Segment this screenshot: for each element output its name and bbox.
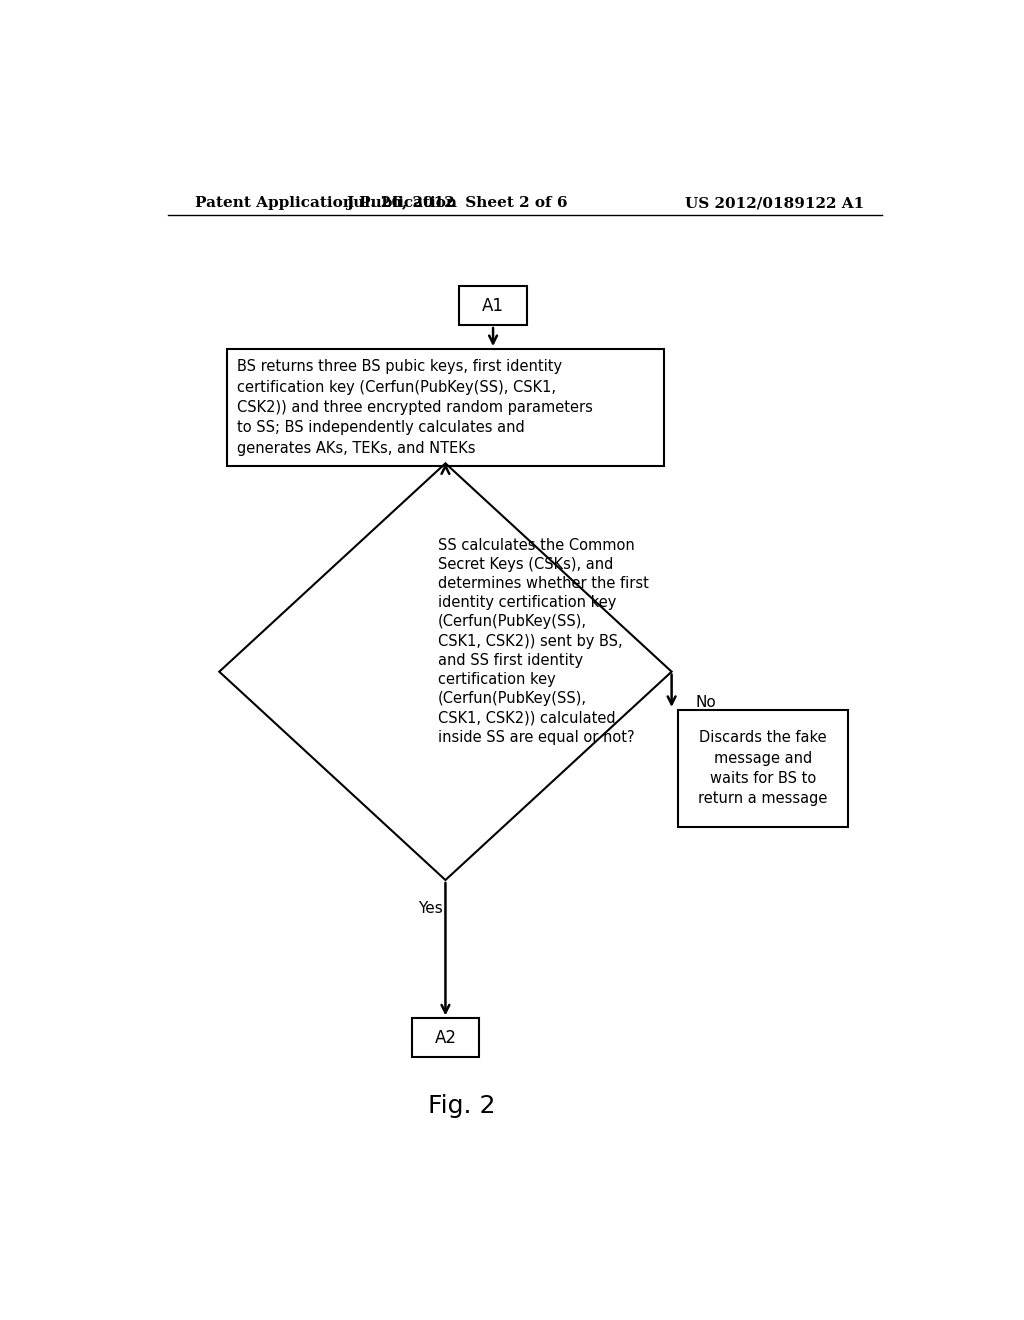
Bar (412, 1018, 479, 1057)
Bar (678, 710, 848, 826)
Text: No: No (695, 694, 716, 710)
Bar (227, 348, 664, 466)
Text: BS returns three BS pubic keys, first identity
certification key (Cerfun(PubKey(: BS returns three BS pubic keys, first id… (237, 359, 593, 455)
Text: A2: A2 (434, 1028, 457, 1047)
Text: Patent Application Publication: Patent Application Publication (196, 197, 458, 210)
Text: A1: A1 (482, 297, 504, 314)
Bar (460, 286, 526, 325)
Text: SS calculates the Common
Secret Keys (CSKs), and
determines whether the first
id: SS calculates the Common Secret Keys (CS… (437, 537, 648, 744)
Text: Discards the fake
message and
waits for BS to
return a message: Discards the fake message and waits for … (698, 730, 827, 807)
Text: US 2012/0189122 A1: US 2012/0189122 A1 (685, 197, 864, 210)
Text: Jul. 26, 2012  Sheet 2 of 6: Jul. 26, 2012 Sheet 2 of 6 (346, 197, 568, 210)
Text: Fig. 2: Fig. 2 (428, 1094, 495, 1118)
Text: Yes: Yes (418, 902, 442, 916)
